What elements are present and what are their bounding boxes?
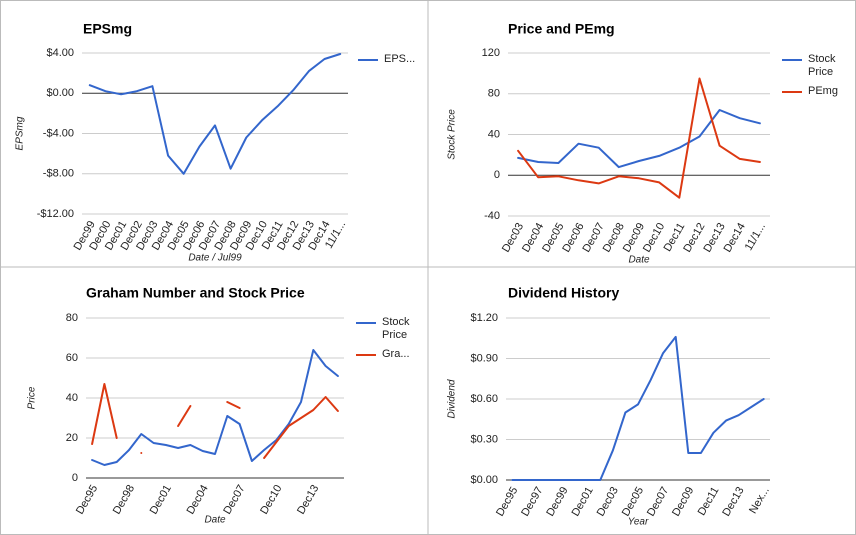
y-tick-label: 20 [66,432,78,444]
legend-swatch [782,91,802,93]
legend-label: Stock Price [808,53,836,78]
x-tick-label: 11/1... [743,221,768,253]
y-tick-label: 120 [482,47,500,59]
x-tick-label: Dec05 [620,485,646,519]
chart-title: EPSmg [83,21,132,37]
y-tick-label: -$4.00 [43,127,74,139]
legend-label: PEmg [808,85,838,97]
y-axis-title: Price [27,386,38,409]
y-tick-label: 80 [488,88,500,100]
y-tick-label: $1.20 [470,312,498,324]
x-tick-label: Dec07 [645,485,671,519]
x-tick-label: Dec95 [494,485,520,519]
series-line [511,335,765,481]
y-tick-label: 0 [72,472,78,484]
y-tick-label: $0.00 [470,474,498,486]
x-tick-label: Nex... [747,485,772,516]
x-tick-label: Dec95 [74,483,100,517]
legend-swatch [782,59,802,61]
legend-item: Stock Price [356,316,424,342]
x-axis-title: Date [628,255,650,266]
chart-title: Dividend History [508,285,619,301]
x-tick-label: Dec13 [720,485,746,519]
legend-item: Gra... [356,348,424,361]
x-tick-label: Dec11 [696,485,722,518]
legend-label: Gra... [382,348,410,360]
y-tick-label: $0.90 [470,352,498,364]
y-tick-label: $0.30 [470,433,498,445]
legend-swatch [358,59,378,61]
x-axis-title: Date [204,515,226,526]
series-line [88,53,342,175]
x-tick-label: Dec13 [295,483,321,517]
y-axis-title: EPSmg [15,116,26,150]
legend: EPS... [358,53,426,72]
x-tick-label: Dec99 [544,485,570,519]
legend-item: PEmg [782,85,850,98]
legend-label: EPS... [384,53,416,65]
x-axis-title: Date / Jul99 [188,253,242,264]
series-line [91,349,339,466]
x-tick-label: Dec97 [519,485,545,519]
x-tick-label: Dec03 [595,485,621,519]
y-tick-label: 80 [66,312,78,324]
legend: Stock Price Gra... [356,316,424,367]
y-tick-label: -$8.00 [43,168,74,180]
x-tick-label: Dec07 [221,483,247,517]
y-tick-label: -40 [484,210,500,222]
y-axis-title: Dividend [447,379,458,418]
y-tick-label: $0.60 [470,393,498,405]
chart-title: Price and PEmg [508,21,615,37]
x-tick-label: Dec01 [570,485,596,519]
legend-swatch [356,354,376,356]
legend-label: Stock Price [382,316,410,341]
legend-swatch [356,322,376,324]
legend: Stock Price PEmg [782,53,850,104]
series-line [91,383,339,459]
y-tick-label: -$12.00 [37,208,74,220]
series-line [517,109,761,169]
y-tick-label: 60 [66,352,78,364]
chart-title: Graham Number and Stock Price [86,285,305,301]
x-tick-label: Dec01 [148,483,174,517]
x-tick-label: Dec04 [185,483,211,517]
x-axis-title: Year [628,517,649,528]
y-tick-label: 40 [66,392,78,404]
y-tick-label: 40 [488,128,500,140]
x-tick-label: Dec09 [670,485,696,519]
y-tick-label: $4.00 [46,47,74,59]
y-tick-label: $0.00 [46,87,74,99]
legend-item: EPS... [358,53,426,66]
y-axis-title: Stock Price [447,109,458,160]
y-tick-label: 0 [494,169,500,181]
series-line [517,77,761,199]
x-tick-label: Dec10 [258,483,284,517]
legend-item: Stock Price [782,53,850,79]
x-tick-label: Dec98 [111,483,137,517]
